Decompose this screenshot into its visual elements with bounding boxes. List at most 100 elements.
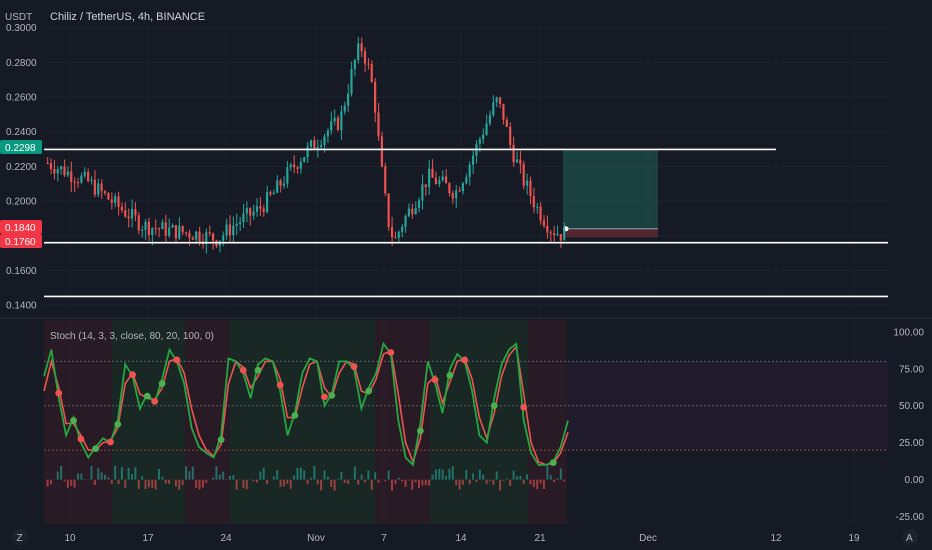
- time-axis[interactable]: 10 17 24 Nov 7 14 21 Dec 12 19: [64, 533, 860, 544]
- candle-body: [60, 166, 63, 170]
- histogram-bar: [161, 476, 164, 480]
- histogram-bar: [178, 479, 181, 490]
- histogram-bar: [367, 470, 370, 480]
- histogram-bar: [147, 479, 150, 488]
- histogram-bar: [104, 474, 106, 480]
- histogram-bar: [418, 479, 421, 489]
- histogram-bar: [262, 467, 265, 480]
- oscillator-axis[interactable]: 100.00 75.00 50.00 25.00 0.00 -25.00: [893, 327, 924, 523]
- histogram-bar: [63, 479, 66, 482]
- oscillator-zone: [528, 320, 567, 524]
- histogram-bar: [465, 469, 468, 480]
- candle-body: [509, 126, 512, 145]
- histogram-bar: [549, 474, 552, 480]
- histogram-bar: [394, 479, 397, 485]
- histogram-bar: [46, 479, 49, 487]
- candle-body: [529, 180, 532, 197]
- candle-body: [232, 225, 235, 236]
- price-axis[interactable]: 0.3000 0.2800 0.2600 0.2400 0.2200 0.2000 0.18…: [6, 23, 37, 311]
- histogram-bar: [529, 479, 532, 485]
- histogram-bar: [245, 479, 248, 490]
- candle-body: [93, 179, 96, 195]
- candle-body: [404, 216, 407, 227]
- histogram-bar: [296, 467, 299, 480]
- candle-body: [222, 235, 225, 241]
- zoom-icon[interactable]: Z: [12, 529, 28, 545]
- candle-body: [157, 228, 161, 230]
- candle-body: [238, 222, 242, 224]
- candle-body: [532, 196, 535, 208]
- stoch-cross-dot: [107, 438, 114, 446]
- histogram-bar: [336, 478, 339, 480]
- oscillator-tick-label: 50.00: [899, 401, 924, 412]
- horizontal-level-lines[interactable]: [44, 148, 888, 298]
- stoch-cross-dot: [350, 363, 358, 370]
- histogram-bar: [343, 479, 346, 483]
- histogram-bar: [559, 468, 562, 480]
- candle-body: [306, 146, 309, 158]
- histogram-bar: [252, 479, 255, 482]
- histogram-bar: [249, 479, 252, 480]
- histogram-bar: [407, 479, 410, 481]
- candle-body: [394, 237, 397, 239]
- candle-body: [390, 226, 394, 238]
- histogram-bar: [76, 473, 79, 480]
- long-position-tool[interactable]: [563, 149, 658, 238]
- candle-body: [279, 180, 282, 186]
- candle-body: [461, 183, 465, 192]
- histogram-bar: [492, 479, 495, 485]
- candle-body: [130, 208, 134, 219]
- histogram-bar: [137, 479, 140, 489]
- histogram-bar: [526, 474, 529, 480]
- histogram-bar: [431, 474, 434, 480]
- candle-body: [444, 176, 448, 184]
- histogram-bar: [191, 466, 194, 480]
- symbol-title[interactable]: Chiliz / TetherUS, 4h, BINANCE: [50, 11, 205, 23]
- candle-body: [154, 228, 157, 230]
- indicator-title[interactable]: Stoch (14, 3, 3, close, 80, 20, 100, 0): [50, 331, 214, 342]
- candle-body: [451, 192, 454, 199]
- candle-body: [347, 93, 350, 106]
- histogram-bar: [458, 479, 461, 490]
- price-tag-target-bg: [0, 140, 42, 154]
- candle-body: [563, 229, 566, 241]
- oscillator-tick-label: 75.00: [899, 364, 924, 375]
- time-tick-label: 7: [381, 533, 387, 544]
- histogram-bar: [482, 474, 485, 480]
- oscillator-histogram: [46, 465, 566, 491]
- candle-body: [90, 179, 93, 182]
- candle-body: [184, 232, 188, 234]
- candle-body: [235, 223, 238, 226]
- candle-body: [299, 162, 302, 169]
- candle-body: [333, 117, 336, 122]
- histogram-bar: [151, 479, 154, 488]
- histogram-bar: [505, 478, 508, 480]
- stop-zone: [563, 228, 658, 238]
- candle-body: [370, 64, 373, 82]
- histogram-bar: [309, 477, 312, 480]
- candle-body: [397, 231, 400, 238]
- candle-body: [431, 168, 434, 178]
- oscillator-tick-label: 25.00: [899, 438, 924, 449]
- histogram-bar: [556, 478, 559, 480]
- candle-body: [546, 225, 549, 233]
- histogram-bar: [377, 479, 380, 483]
- candle-body: [428, 168, 431, 188]
- auto-scale-icon[interactable]: A: [902, 529, 918, 545]
- histogram-bar: [218, 474, 221, 480]
- histogram-bar: [320, 479, 323, 491]
- candle-body: [255, 206, 259, 212]
- histogram-bar: [49, 479, 52, 485]
- histogram-bar: [70, 479, 73, 486]
- stoch-cross-dot: [77, 435, 85, 443]
- candle-body: [340, 111, 343, 130]
- histogram-bar: [120, 467, 123, 480]
- stoch-cross-dot: [217, 436, 225, 444]
- candle-body: [252, 211, 255, 216]
- candle-body: [360, 43, 363, 52]
- candle-body: [357, 43, 360, 61]
- histogram-bar: [127, 467, 130, 480]
- candle-body: [80, 175, 83, 183]
- stoch-cross-dot: [291, 411, 299, 419]
